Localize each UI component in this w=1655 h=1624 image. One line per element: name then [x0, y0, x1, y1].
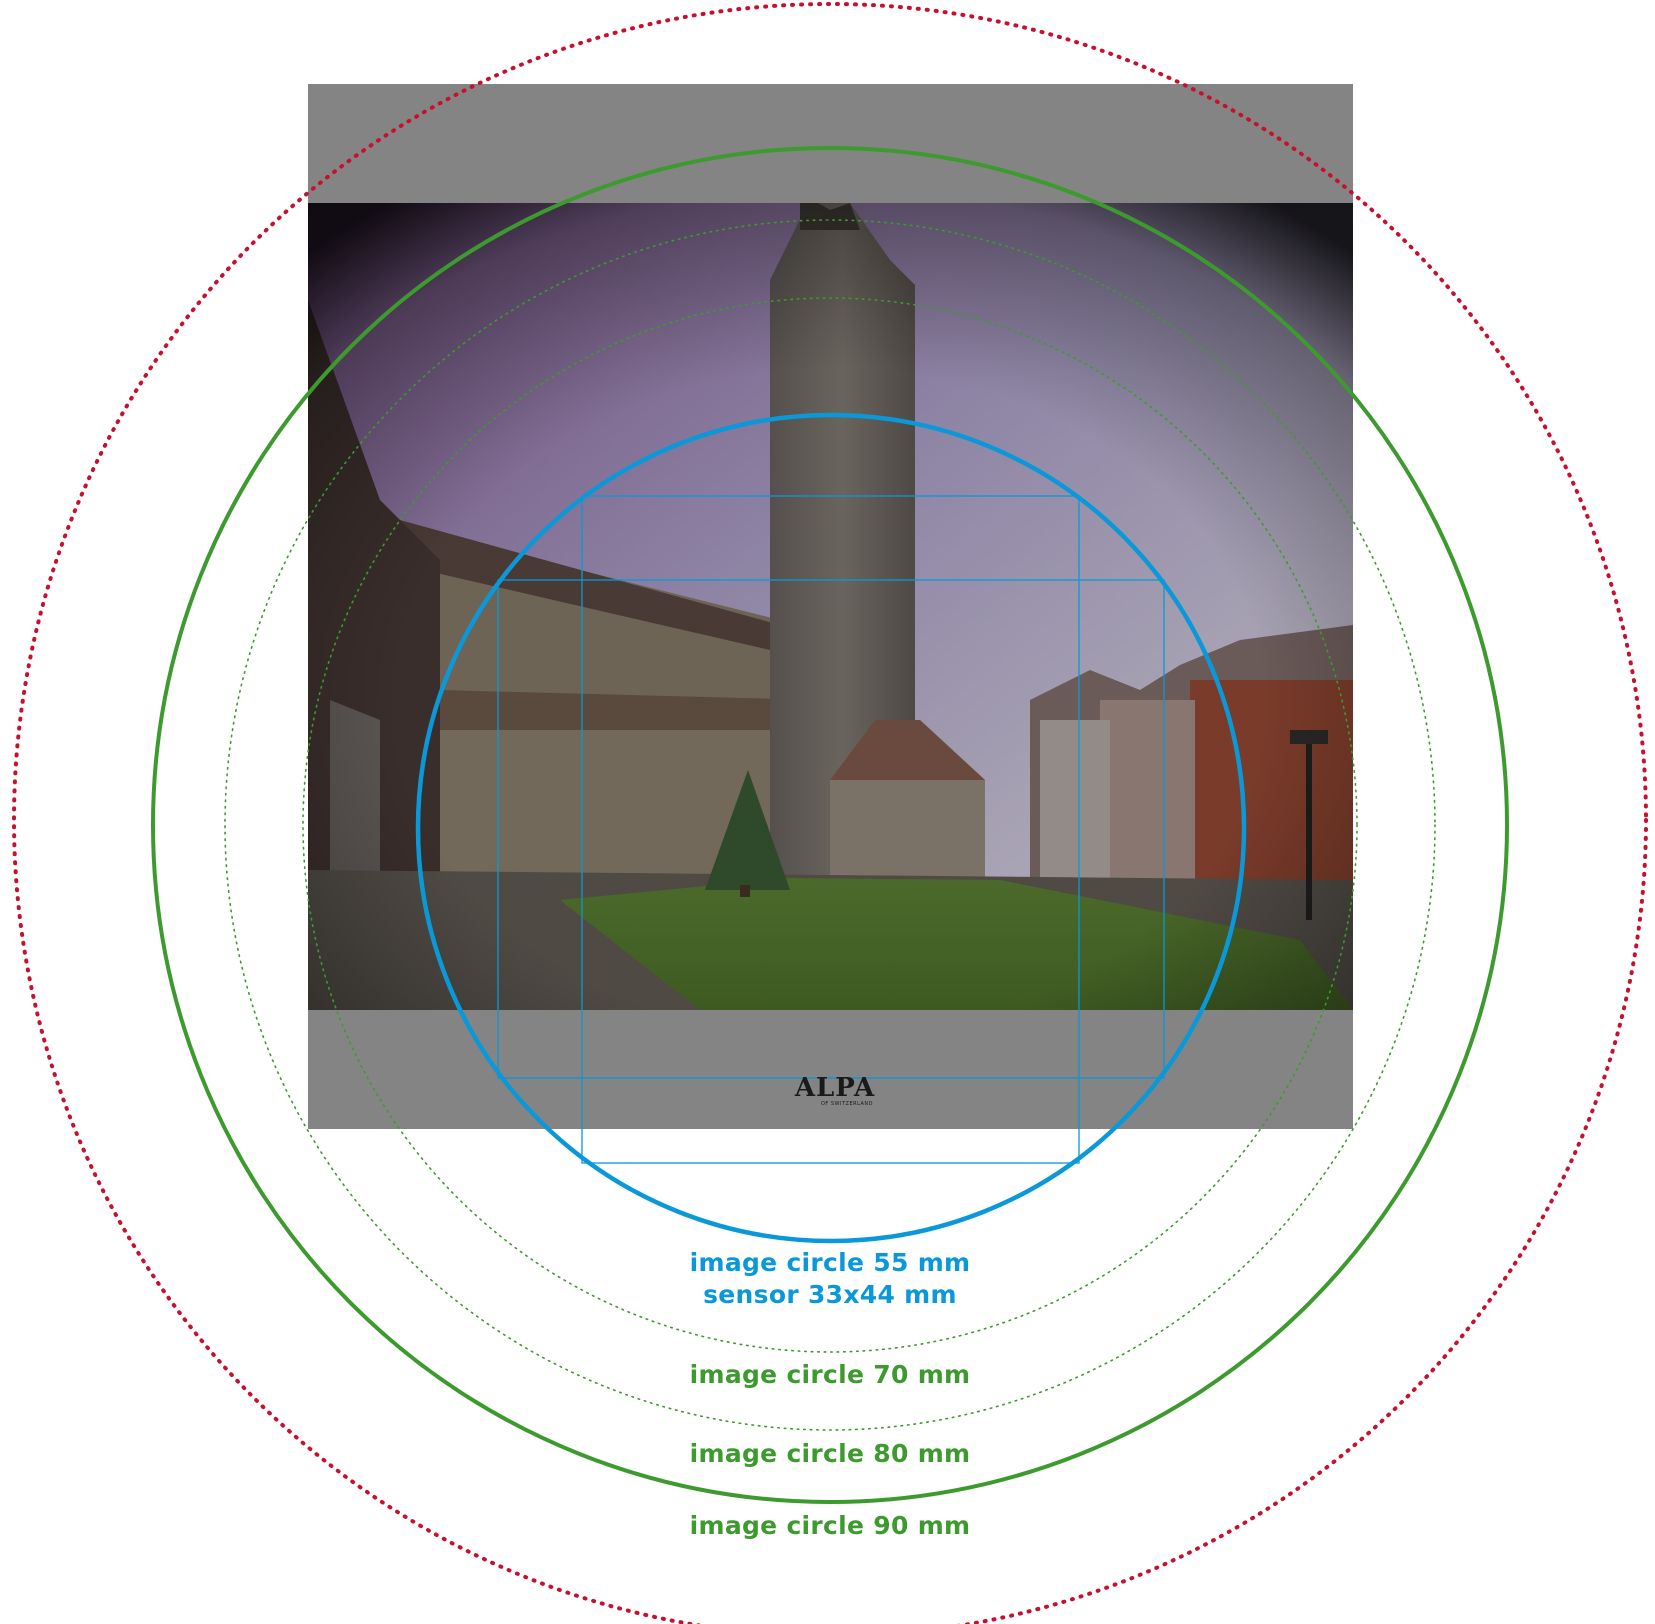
alpa-logo: ALPA OF SWITZERLAND	[775, 1075, 895, 1107]
sensor-rect-landscape	[497, 579, 1165, 1079]
image-circle-80-dotted	[224, 219, 1436, 1431]
label-image-circle-55: image circle 55 mm	[689, 1248, 971, 1277]
label-image-circle-80: image circle 80 mm	[689, 1439, 971, 1468]
church-photo	[308, 203, 1353, 1010]
label-image-circle-70: image circle 70 mm	[689, 1360, 971, 1389]
alpa-logo-subtext: OF SWITZERLAND	[820, 1101, 874, 1107]
label-image-circle-90: image circle 90 mm	[689, 1511, 971, 1540]
image-circle-70-dotted	[302, 297, 1358, 1353]
label-sensor-size: sensor 33x44 mm	[703, 1280, 957, 1309]
image-circle-red-dotted	[12, 2, 1648, 1624]
sensor-rect-portrait	[581, 495, 1080, 1164]
image-circle-90-solid	[151, 146, 1509, 1504]
image-circle-55	[415, 412, 1247, 1244]
alpa-logo-text: ALPA	[794, 1073, 876, 1103]
